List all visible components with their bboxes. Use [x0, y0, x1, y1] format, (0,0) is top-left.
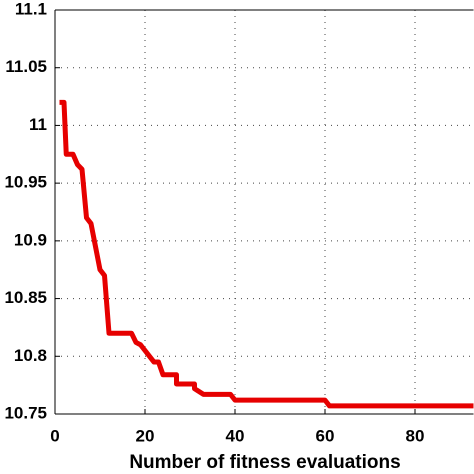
- x-tick-label: 80: [406, 426, 425, 445]
- y-tick-label: 11: [29, 115, 47, 134]
- y-tick-label: 11.1: [15, 0, 47, 18]
- y-tick-label: 10.75: [4, 403, 47, 422]
- data-line: [59, 99, 474, 409]
- y-tick-label: 10.9: [14, 230, 47, 249]
- y-tick-label: 10.95: [4, 173, 47, 192]
- x-tick-label: 20: [136, 426, 155, 445]
- y-tick-label: 10.85: [4, 288, 47, 307]
- x-tick-label: 0: [50, 426, 59, 445]
- x-tick-label: 40: [226, 426, 245, 445]
- x-tick-label: 60: [316, 426, 335, 445]
- x-axis-label: Number of fitness evaluations: [129, 452, 400, 473]
- y-tick-label: 11.05: [5, 57, 47, 76]
- y-tick-label: 10.8: [14, 346, 47, 365]
